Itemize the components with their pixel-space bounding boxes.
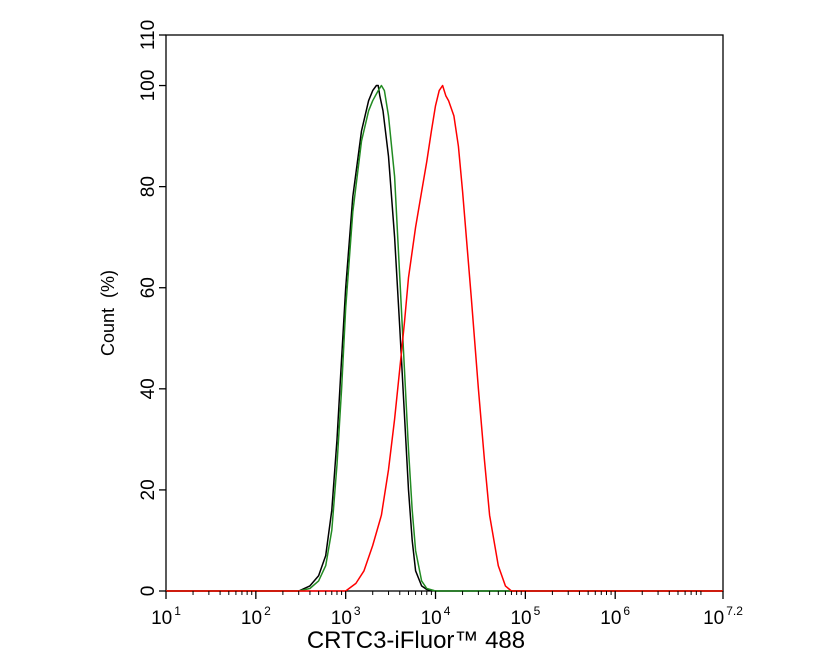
y-tick-label: 110 — [138, 20, 159, 50]
y-axis-title: Count (%) — [98, 270, 118, 356]
y-tick-label: 80 — [138, 176, 159, 197]
y-tick-label: 0 — [138, 586, 159, 597]
x-axis-title: CRTC3-iFluor™ 488 — [307, 627, 525, 654]
x-tick-label: 10 1 — [151, 604, 181, 629]
x-tick-label: 10 4 — [421, 604, 451, 629]
histogram-curves — [166, 84, 723, 592]
x-tick-label: 10 6 — [600, 604, 630, 629]
x-tick-label: 10 5 — [510, 604, 540, 629]
y-axis: 0 20 40 60 80 100 110 — [138, 20, 166, 596]
plot-frame — [165, 34, 724, 592]
y-tick-label: 20 — [138, 479, 159, 500]
x-tick-label: 10 3 — [331, 604, 361, 629]
y-tick-label: 100 — [138, 70, 159, 102]
y-tick-label: 60 — [138, 277, 159, 298]
x-tick-label: 10 2 — [241, 604, 271, 629]
histogram-series-3 — [166, 84, 723, 592]
histogram-series-1 — [166, 84, 723, 592]
x-tick-label: 10 7.2 — [703, 604, 743, 629]
x-axis: 10 1 10 2 10 3 10 4 10 5 10 6 10 7.2 — [151, 591, 743, 629]
y-tick-label: 40 — [138, 378, 159, 399]
histogram-series-2 — [166, 84, 723, 592]
